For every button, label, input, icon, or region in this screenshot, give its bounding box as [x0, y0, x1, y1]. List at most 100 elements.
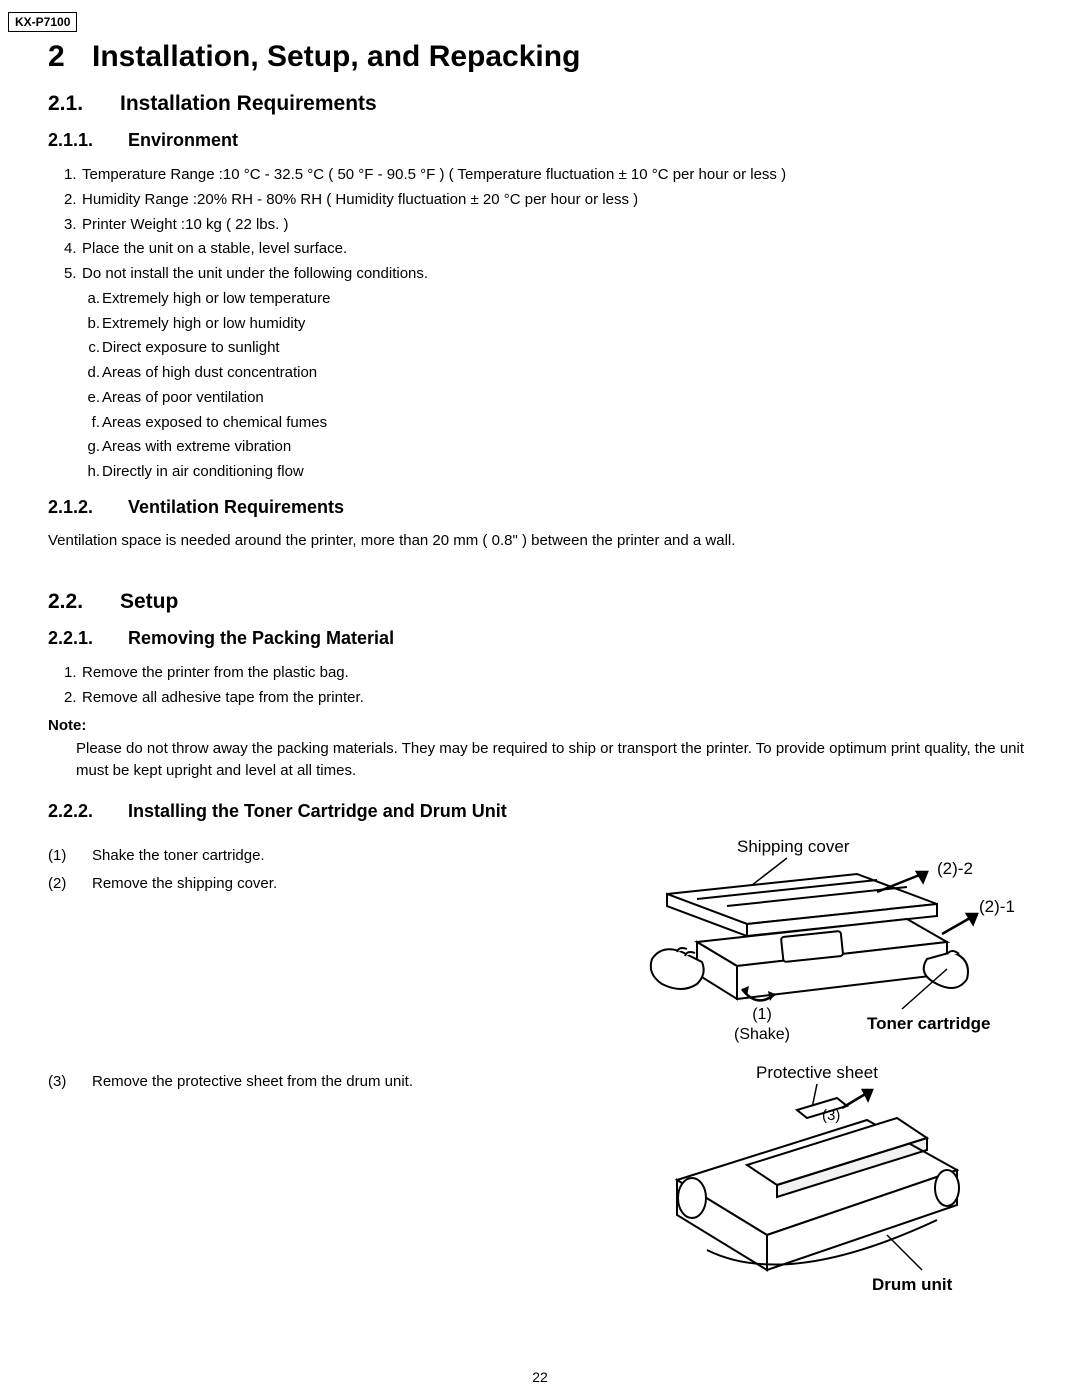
list-index: c.: [82, 336, 100, 361]
list-item: 5.Do not install the unit under the foll…: [64, 262, 1032, 287]
list-item: 1.Temperature Range :10 °C - 32.5 °C ( 5…: [64, 163, 1032, 188]
heading-3-number: 2.2.1.: [48, 628, 128, 649]
heading-3-removing-packing: 2.2.1.Removing the Packing Material: [48, 628, 1032, 649]
label-3: (3): [822, 1107, 840, 1124]
heading-2-number: 2.2.: [48, 590, 120, 614]
note-text: Please do not throw away the packing mat…: [76, 738, 1032, 783]
list-text: Place the unit on a stable, level surfac…: [82, 240, 347, 257]
figure-drum: Protective sheet: [602, 1060, 1032, 1310]
heading-3-title: Removing the Packing Material: [128, 628, 394, 648]
step-text: Shake the toner cartridge.: [92, 842, 265, 871]
label-shake-t: (Shake): [734, 1026, 790, 1043]
list-index: 1.: [64, 661, 82, 686]
label-toner: Toner cartridge: [867, 1014, 990, 1033]
heading-3-install-toner: 2.2.2.Installing the Toner Cartridge and…: [48, 801, 1032, 822]
heading-2-title: Installation Requirements: [120, 92, 377, 115]
heading-3-title: Environment: [128, 130, 238, 150]
list-index: b.: [82, 312, 100, 337]
heading-3-title: Installing the Toner Cartridge and Drum …: [128, 801, 507, 821]
list-text: Areas of poor ventilation: [102, 389, 264, 406]
heading-2-installation-req: 2.1.Installation Requirements: [48, 92, 1032, 116]
list-item: g.Areas with extreme vibration: [82, 435, 1032, 460]
install-block-1: (1)Shake the toner cartridge. (2)Remove …: [48, 834, 1032, 1054]
list-text: Temperature Range :10 °C - 32.5 °C ( 50 …: [82, 166, 786, 183]
page: KX-P7100 2Installation, Setup, and Repac…: [0, 0, 1080, 1397]
list-index: a.: [82, 287, 100, 312]
note-label: Note:: [48, 717, 1032, 734]
heading-1-number: 2: [48, 40, 92, 74]
list-index: 4.: [64, 237, 82, 262]
list-text: Directly in air conditioning flow: [102, 463, 304, 480]
model-box: KX-P7100: [8, 12, 77, 32]
list-item: b.Extremely high or low humidity: [82, 312, 1032, 337]
step-text: Remove the protective sheet from the dru…: [92, 1068, 413, 1097]
install-block-2: (3)Remove the protective sheet from the …: [48, 1060, 1032, 1310]
list-item: 1.Remove the printer from the plastic ba…: [64, 661, 1032, 686]
list-text: Areas of high dust concentration: [102, 364, 317, 381]
list-index: 3.: [64, 213, 82, 238]
list-index: 2.: [64, 686, 82, 711]
label-shipping-cover: Shipping cover: [737, 837, 850, 856]
heading-1: 2Installation, Setup, and Repacking: [48, 40, 1032, 74]
label-drum: Drum unit: [872, 1275, 953, 1294]
step-text: Remove the shipping cover.: [92, 870, 277, 899]
heading-2-number: 2.1.: [48, 92, 120, 116]
label-protective: Protective sheet: [756, 1063, 878, 1082]
list-text: Extremely high or low humidity: [102, 315, 305, 332]
heading-2-title: Setup: [120, 590, 178, 613]
environment-sublist: a.Extremely high or low temperature b.Ex…: [82, 287, 1032, 485]
packing-list: 1.Remove the printer from the plastic ba…: [64, 661, 1032, 711]
label-2-1: (2)-1: [979, 897, 1015, 916]
step-row: (1)Shake the toner cartridge.: [48, 842, 582, 871]
install-steps-2: (3)Remove the protective sheet from the …: [48, 1068, 582, 1097]
list-item: 2.Humidity Range :20% RH - 80% RH ( Humi…: [64, 188, 1032, 213]
heading-3-title: Ventilation Requirements: [128, 497, 344, 517]
list-text: Humidity Range :20% RH - 80% RH ( Humidi…: [82, 191, 638, 208]
figure-toner: Shipping cover: [602, 834, 1032, 1054]
list-item: h.Directly in air conditioning flow: [82, 460, 1032, 485]
heading-3-number: 2.1.1.: [48, 130, 128, 151]
heading-3-number: 2.2.2.: [48, 801, 128, 822]
list-index: e.: [82, 386, 100, 411]
step-number: (3): [48, 1068, 92, 1097]
list-item: 4.Place the unit on a stable, level surf…: [64, 237, 1032, 262]
install-steps-1: (1)Shake the toner cartridge. (2)Remove …: [48, 842, 582, 899]
list-index: h.: [82, 460, 100, 485]
environment-list: 1.Temperature Range :10 °C - 32.5 °C ( 5…: [64, 163, 1032, 287]
list-index: 1.: [64, 163, 82, 188]
list-text: Areas exposed to chemical fumes: [102, 414, 327, 431]
ventilation-text: Ventilation space is needed around the p…: [48, 530, 1032, 553]
list-text: Printer Weight :10 kg ( 22 lbs. ): [82, 216, 288, 233]
figure-drum-svg: Protective sheet: [637, 1060, 997, 1310]
list-text: Remove the printer from the plastic bag.: [82, 664, 349, 681]
heading-2-setup: 2.2.Setup: [48, 590, 1032, 614]
list-item: a.Extremely high or low temperature: [82, 287, 1032, 312]
label-2-2: (2)-2: [937, 859, 973, 878]
figure-toner-svg: Shipping cover: [607, 834, 1027, 1054]
step-row: (2)Remove the shipping cover.: [48, 870, 582, 899]
step-number: (2): [48, 870, 92, 899]
list-item: d.Areas of high dust concentration: [82, 361, 1032, 386]
list-text: Extremely high or low temperature: [102, 290, 330, 307]
list-text: Remove all adhesive tape from the printe…: [82, 689, 364, 706]
list-index: 2.: [64, 188, 82, 213]
heading-3-ventilation: 2.1.2.Ventilation Requirements: [48, 497, 1032, 518]
list-index: d.: [82, 361, 100, 386]
list-index: f.: [82, 411, 100, 436]
step-row: (3)Remove the protective sheet from the …: [48, 1068, 582, 1097]
list-index: 5.: [64, 262, 82, 287]
heading-3-number: 2.1.2.: [48, 497, 128, 518]
list-item: 2.Remove all adhesive tape from the prin…: [64, 686, 1032, 711]
list-text: Direct exposure to sunlight: [102, 339, 280, 356]
label-shake-n: (1): [752, 1006, 772, 1023]
list-item: 3.Printer Weight :10 kg ( 22 lbs. ): [64, 213, 1032, 238]
list-text: Areas with extreme vibration: [102, 438, 291, 455]
list-item: e.Areas of poor ventilation: [82, 386, 1032, 411]
list-text: Do not install the unit under the follow…: [82, 265, 428, 282]
list-item: f.Areas exposed to chemical fumes: [82, 411, 1032, 436]
page-number: 22: [0, 1369, 1080, 1385]
list-item: c.Direct exposure to sunlight: [82, 336, 1032, 361]
heading-3-environment: 2.1.1.Environment: [48, 130, 1032, 151]
list-index: g.: [82, 435, 100, 460]
step-number: (1): [48, 842, 92, 871]
